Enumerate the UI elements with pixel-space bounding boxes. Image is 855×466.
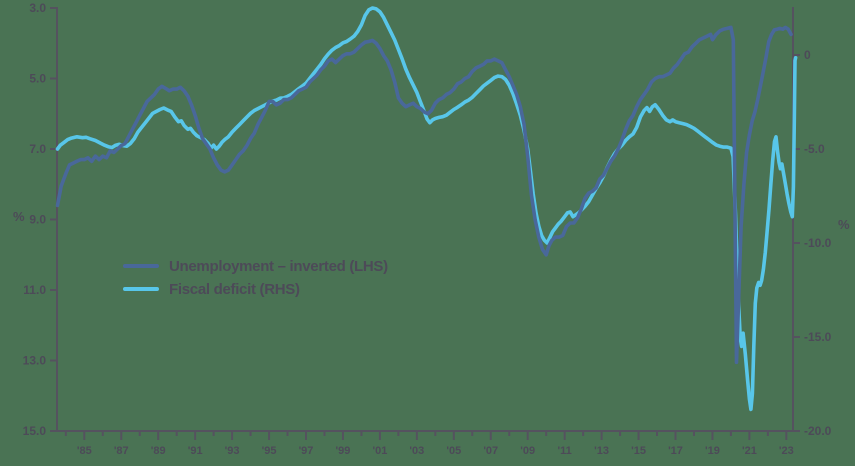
x-axis-tick-label: '19 [705, 445, 720, 457]
x-axis-tick-label: '15 [631, 445, 646, 457]
right-axis-tick-label: 0 [804, 48, 811, 62]
x-axis-tick-label: '01 [372, 445, 387, 457]
x-axis-tick-label: '07 [483, 445, 498, 457]
series-line-unemployment [55, 25, 793, 365]
chart-legend: Unemployment – inverted (LHS) Fiscal def… [123, 257, 388, 298]
x-axis-tick-label: '17 [668, 445, 683, 457]
legend-label-unemployment: Unemployment – inverted (LHS) [169, 257, 388, 275]
x-axis-tick-label: '91 [188, 445, 203, 457]
x-axis-tick-label: '23 [779, 445, 794, 457]
legend-label-fiscal-deficit: Fiscal deficit (RHS) [169, 280, 300, 298]
legend-item-fiscal-deficit: Fiscal deficit (RHS) [123, 280, 388, 298]
x-axis-tick-label: '95 [262, 445, 277, 457]
x-axis-tick-label: '03 [409, 445, 424, 457]
x-axis-tick-label: '09 [520, 445, 535, 457]
left-axis-tick-label: 11.0 [23, 283, 46, 297]
x-axis-tick-label: '93 [225, 445, 240, 457]
x-axis-tick-label: '21 [742, 445, 757, 457]
x-axis-tick-label: '05 [446, 445, 461, 457]
left-axis-tick-label: 5.0 [29, 72, 46, 86]
right-axis-tick-label: -10.0 [804, 236, 832, 250]
right-axis-tick-label: -20.0 [804, 424, 832, 438]
left-axis-tick-label: 7.0 [29, 142, 46, 156]
left-axis-tick-label: 15.0 [23, 424, 47, 438]
x-axis-tick-label: '99 [336, 445, 351, 457]
right-axis-unit-label: % [838, 217, 850, 232]
legend-swatch-unemployment [123, 264, 159, 268]
left-axis-tick-label: 9.0 [29, 213, 46, 227]
legend-swatch-fiscal-deficit [123, 287, 159, 291]
x-axis-tick-label: '11 [558, 445, 572, 457]
right-axis-tick-label: -5.0 [804, 142, 825, 156]
x-axis-tick-label: '13 [594, 445, 609, 457]
series-line-fiscal-deficit [55, 6, 798, 412]
right-axis-tick-label: -15.0 [804, 330, 832, 344]
x-axis-tick-label: '87 [114, 445, 129, 457]
x-axis-tick-label: '97 [299, 445, 314, 457]
left-axis-unit-label: % [13, 209, 25, 224]
legend-item-unemployment: Unemployment – inverted (LHS) [123, 257, 388, 275]
x-axis-tick-label: '85 [77, 445, 92, 457]
left-axis-tick-label: 13.0 [23, 354, 47, 368]
left-axis-tick-label: 3.0 [29, 1, 46, 15]
x-axis-tick-label: '89 [151, 445, 166, 457]
